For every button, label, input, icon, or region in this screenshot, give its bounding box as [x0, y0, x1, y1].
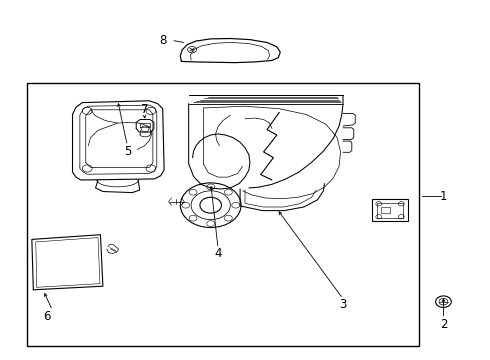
Text: 8: 8 [159, 34, 167, 47]
Text: 1: 1 [440, 190, 447, 203]
Bar [377, 203, 403, 218]
Text: 4: 4 [214, 247, 222, 260]
Text: 5: 5 [123, 145, 131, 158]
Text: 7: 7 [141, 103, 148, 116]
Bar [27, 83, 419, 346]
Text: 6: 6 [43, 310, 50, 323]
Text: 3: 3 [339, 298, 347, 311]
Text: 2: 2 [440, 318, 447, 330]
Bar [372, 199, 408, 221]
